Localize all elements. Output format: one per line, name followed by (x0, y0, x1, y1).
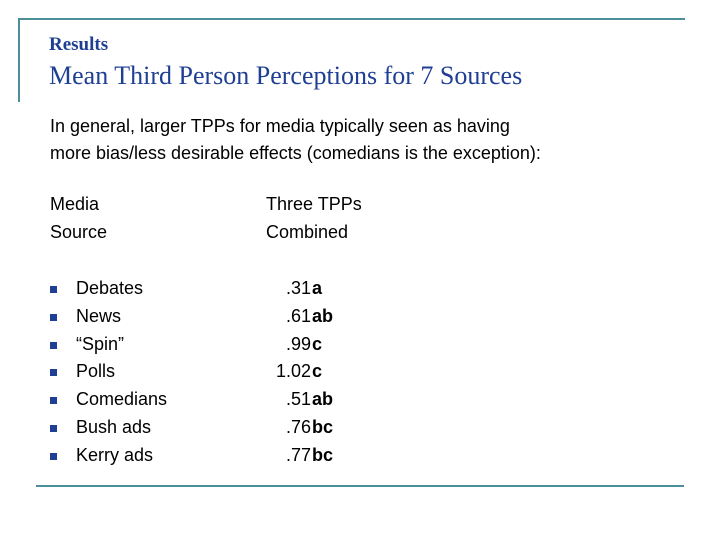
source-name: Kerry ads (76, 444, 154, 465)
source-name: Comedians (76, 389, 168, 410)
frame-top-line (18, 18, 685, 20)
group-letter: ab (312, 305, 334, 326)
tpp-value: .31 (285, 278, 311, 298)
list-item: Comedians .51 ab (50, 389, 450, 417)
intro-line-2: more bias/less desirable effects (comedi… (50, 143, 541, 163)
list-item: Debates .31 a (50, 278, 450, 306)
list-item: Kerry ads .77 bc (50, 445, 450, 473)
header-combined: Combined (266, 222, 349, 242)
group-letter: c (312, 361, 323, 382)
tpp-value: .76 (285, 416, 311, 437)
source-name: Polls (76, 361, 116, 382)
tpp-value: .99 (285, 333, 311, 354)
header-source: Source (50, 222, 108, 242)
tpp-value: 1.02 (275, 361, 311, 382)
list-item: “Spin” .99 c (50, 334, 450, 362)
tpp-value: .61 (285, 305, 311, 326)
header-media: Media (50, 194, 100, 214)
list-item: Polls 1.02 c (50, 361, 450, 389)
group-letter: a (312, 278, 323, 298)
source-name: Debates (76, 278, 144, 298)
frame-left-line (18, 18, 20, 102)
intro-line-1: In general, larger TPPs for media typica… (50, 116, 510, 136)
tpp-value: .51 (285, 389, 311, 410)
group-letter: bc (312, 444, 334, 465)
tpp-value: .77 (285, 444, 311, 465)
source-name: News (76, 305, 122, 326)
square-bullet-icon (50, 424, 57, 432)
square-bullet-icon (50, 313, 57, 321)
list-item: Bush ads .76 bc (50, 417, 450, 445)
group-letter: ab (312, 389, 334, 410)
list-item: News .61 ab (50, 306, 450, 334)
slide-title-small: Results (49, 34, 109, 55)
frame-bottom-line (36, 485, 684, 487)
square-bullet-icon (50, 397, 57, 405)
group-letter: c (312, 333, 323, 354)
group-letter: bc (312, 416, 334, 437)
square-bullet-icon (50, 286, 57, 293)
square-bullet-icon (50, 341, 57, 349)
results-list: Debates .31 a News .61 ab “Spin” .99 c P… (50, 278, 450, 473)
square-bullet-icon (50, 452, 57, 460)
slide-title-main: Mean Third Person Perceptions for 7 Sour… (49, 61, 523, 90)
square-bullet-icon (50, 369, 57, 377)
intro-text: In general, larger TPPs for media typica… (50, 113, 541, 167)
header-three-tpps: Three TPPs (266, 194, 362, 214)
source-name: Bush ads (76, 416, 152, 437)
source-name: “Spin” (76, 333, 125, 354)
